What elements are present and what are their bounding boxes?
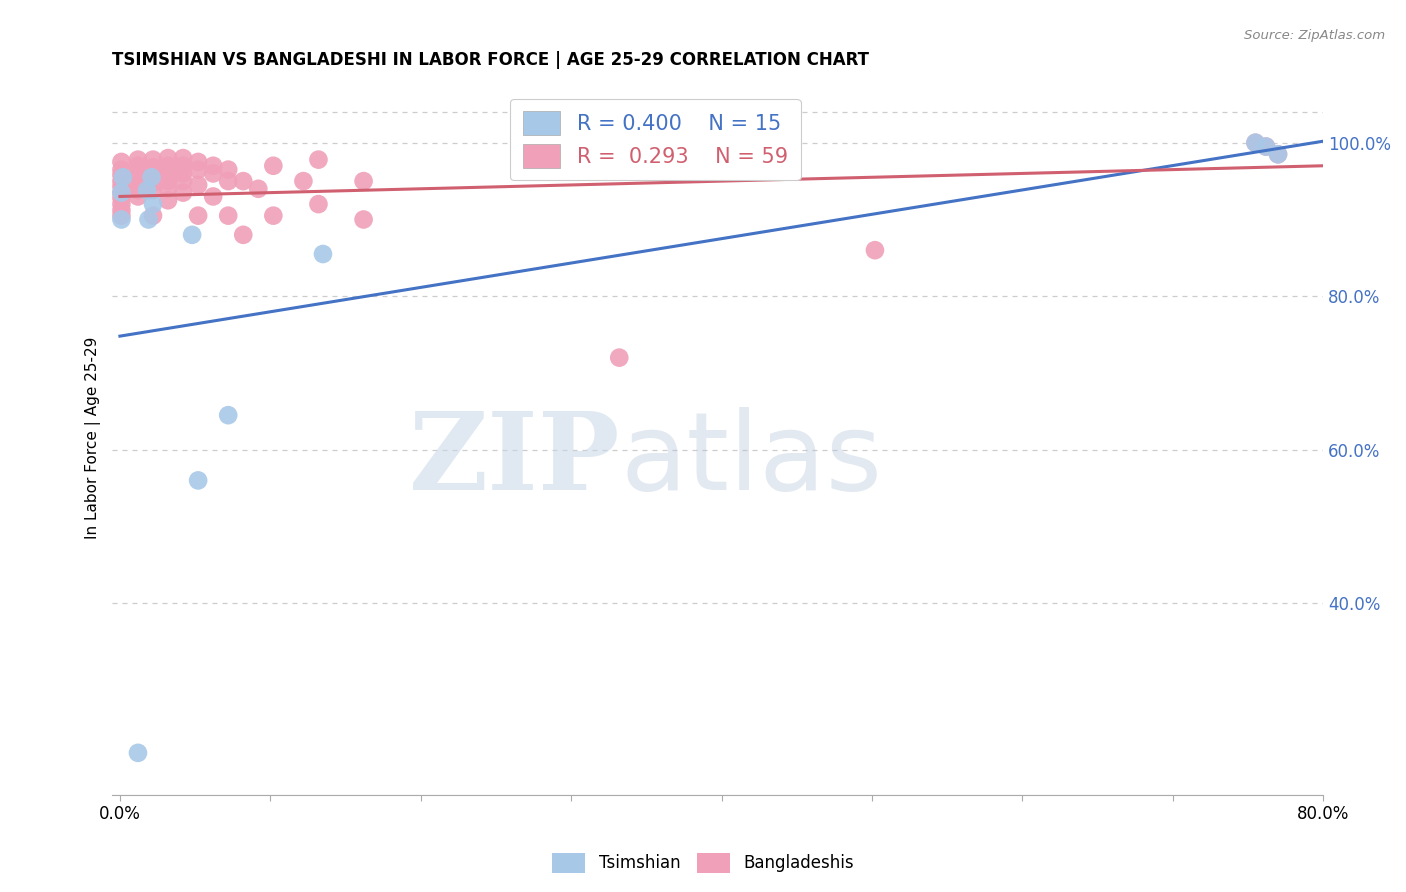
Point <box>607 351 630 365</box>
Point <box>1254 139 1277 153</box>
Point <box>181 227 204 242</box>
Point <box>217 408 239 422</box>
Point <box>187 162 209 177</box>
Point <box>187 474 209 488</box>
Point <box>127 183 149 197</box>
Point <box>1267 147 1289 161</box>
Point <box>142 161 165 175</box>
Point <box>110 191 132 205</box>
Point <box>217 174 239 188</box>
Point <box>157 182 180 196</box>
Point <box>127 177 149 191</box>
Point <box>157 159 180 173</box>
Point <box>110 186 132 200</box>
Text: atlas: atlas <box>621 407 883 513</box>
Y-axis label: In Labor Force | Age 25-29: In Labor Force | Age 25-29 <box>86 337 101 540</box>
Text: TSIMSHIAN VS BANGLADESHI IN LABOR FORCE | AGE 25-29 CORRELATION CHART: TSIMSHIAN VS BANGLADESHI IN LABOR FORCE … <box>112 51 869 69</box>
Point <box>353 174 375 188</box>
Text: Source: ZipAtlas.com: Source: ZipAtlas.com <box>1244 29 1385 42</box>
Point <box>142 168 165 182</box>
Point <box>110 209 132 223</box>
Point <box>202 189 225 203</box>
Point <box>172 186 194 200</box>
Point <box>292 174 315 188</box>
Point <box>172 166 194 180</box>
Point <box>127 159 149 173</box>
Point <box>110 212 132 227</box>
Point <box>1244 136 1267 150</box>
Point <box>142 183 165 197</box>
Point <box>1244 136 1267 150</box>
Point <box>202 166 225 180</box>
Point <box>111 170 134 185</box>
Point <box>172 174 194 188</box>
Point <box>312 247 335 261</box>
Point <box>138 212 160 227</box>
Point <box>217 162 239 177</box>
Point <box>157 194 180 208</box>
Point <box>110 203 132 218</box>
Point <box>262 159 284 173</box>
Point <box>127 165 149 179</box>
Point <box>142 176 165 190</box>
Point <box>127 153 149 167</box>
Point <box>157 174 180 188</box>
Point <box>353 212 375 227</box>
Point <box>172 159 194 173</box>
Point <box>142 197 165 211</box>
Point <box>232 227 254 242</box>
Point <box>110 174 132 188</box>
Point <box>217 209 239 223</box>
Point <box>127 189 149 203</box>
Legend: R = 0.400    N = 15, R =  0.293    N = 59: R = 0.400 N = 15, R = 0.293 N = 59 <box>510 99 800 180</box>
Point <box>172 151 194 165</box>
Point <box>1267 147 1289 161</box>
Point <box>247 182 270 196</box>
Point <box>202 159 225 173</box>
Point <box>110 162 132 177</box>
Point <box>142 153 165 167</box>
Point <box>187 155 209 169</box>
Point <box>110 168 132 182</box>
Point <box>308 153 330 167</box>
Point <box>232 174 254 188</box>
Point <box>157 151 180 165</box>
Text: ZIP: ZIP <box>409 407 621 513</box>
Point <box>110 179 132 194</box>
Point <box>110 186 132 200</box>
Point <box>157 166 180 180</box>
Point <box>1254 139 1277 153</box>
Point <box>187 209 209 223</box>
Point <box>141 170 163 185</box>
Point <box>187 178 209 192</box>
Point <box>142 209 165 223</box>
Point <box>127 171 149 186</box>
Point <box>110 155 132 169</box>
Point <box>127 746 149 760</box>
Point <box>308 197 330 211</box>
Legend: Tsimshian, Bangladeshis: Tsimshian, Bangladeshis <box>546 847 860 880</box>
Point <box>863 243 886 257</box>
Point <box>110 197 132 211</box>
Point <box>262 209 284 223</box>
Point <box>136 183 159 197</box>
